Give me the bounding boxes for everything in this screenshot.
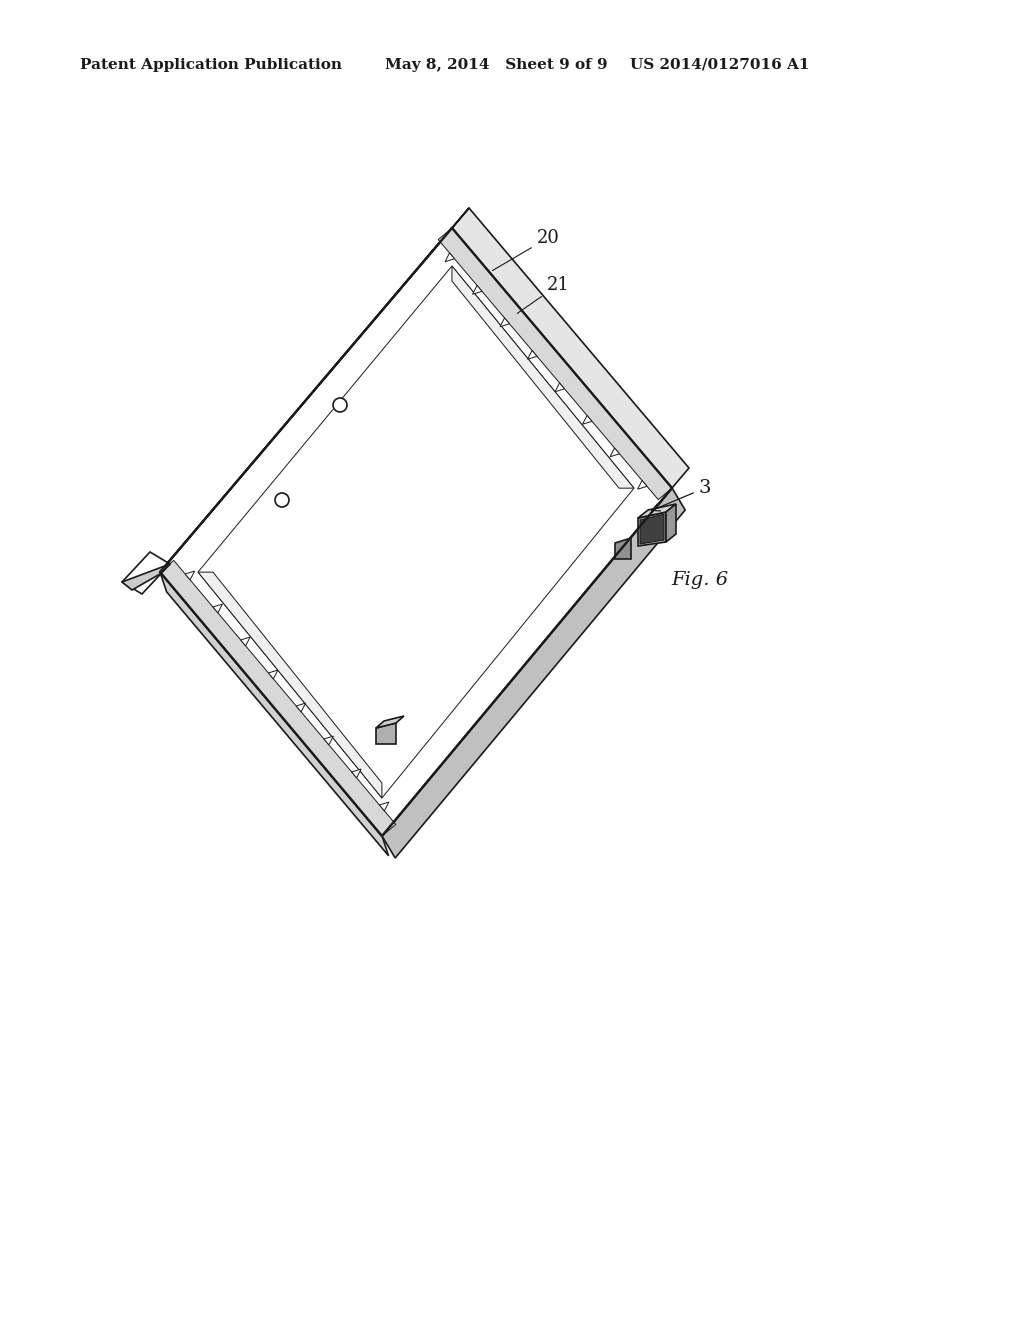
Polygon shape	[213, 605, 222, 612]
Polygon shape	[638, 504, 676, 517]
Polygon shape	[122, 564, 170, 590]
Polygon shape	[640, 513, 664, 544]
Polygon shape	[122, 552, 170, 594]
Text: May 8, 2014   Sheet 9 of 9: May 8, 2014 Sheet 9 of 9	[385, 58, 607, 73]
Polygon shape	[351, 770, 361, 777]
Polygon shape	[452, 209, 689, 488]
Text: 21: 21	[517, 276, 569, 313]
Text: Fig. 6: Fig. 6	[672, 572, 728, 589]
Polygon shape	[452, 267, 634, 488]
Polygon shape	[380, 803, 389, 810]
Text: 3: 3	[652, 479, 712, 511]
Polygon shape	[296, 704, 305, 711]
Polygon shape	[198, 572, 382, 799]
Polygon shape	[185, 572, 195, 579]
Polygon shape	[445, 253, 455, 261]
Polygon shape	[160, 572, 388, 855]
Polygon shape	[160, 209, 469, 572]
Text: US 2014/0127016 A1: US 2014/0127016 A1	[630, 58, 810, 73]
Polygon shape	[376, 715, 404, 729]
Polygon shape	[198, 267, 634, 799]
Polygon shape	[610, 447, 620, 457]
Polygon shape	[160, 228, 672, 836]
Polygon shape	[555, 383, 564, 392]
Polygon shape	[241, 638, 250, 645]
Polygon shape	[472, 285, 482, 294]
Polygon shape	[324, 737, 334, 744]
Polygon shape	[160, 561, 396, 836]
Polygon shape	[527, 350, 537, 359]
Text: Patent Application Publication: Patent Application Publication	[80, 58, 342, 73]
Polygon shape	[638, 480, 647, 490]
Polygon shape	[615, 539, 631, 558]
Polygon shape	[382, 488, 685, 858]
Circle shape	[333, 399, 347, 412]
Polygon shape	[638, 512, 666, 546]
Circle shape	[275, 492, 289, 507]
Polygon shape	[583, 416, 592, 424]
Polygon shape	[268, 671, 278, 678]
Text: 20: 20	[493, 228, 559, 271]
Polygon shape	[500, 318, 510, 327]
Polygon shape	[376, 723, 396, 744]
Polygon shape	[438, 228, 672, 500]
Polygon shape	[666, 504, 676, 543]
